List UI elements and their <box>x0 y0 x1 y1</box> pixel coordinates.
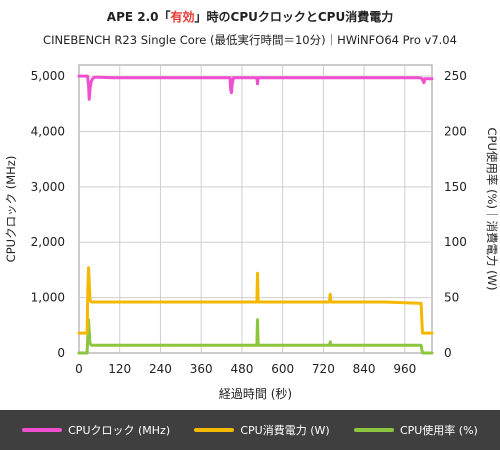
x-axis-label: 経過時間 (秒) <box>219 387 292 401</box>
axes: 0 1,000 2,000 3,000 4,000 5,000 0 50 100 150 200 25… <box>4 69 499 401</box>
grid <box>78 64 433 354</box>
legend-label-clock: CPUクロック (MHz) <box>68 424 171 437</box>
series-lines <box>77 74 434 355</box>
y-left-tick-label: 3,000 <box>31 180 65 194</box>
chart-area: APE 2.0「有効」時のCPUクロックとCPU消費電力 CINEBENCH R… <box>4 10 499 401</box>
x-tick-label: 0 <box>75 362 83 376</box>
y-right-tick-label: 50 <box>444 291 459 305</box>
legend-item-clock: CPUクロック (MHz) <box>22 422 170 438</box>
legend-label-usage: CPU使用率 (%) <box>399 424 478 437</box>
title-highlight: 有効 <box>170 10 195 24</box>
y-right-tick-label: 150 <box>444 180 467 194</box>
y-right-tick-label: 200 <box>444 124 467 138</box>
y-right-tick-label: 0 <box>444 346 452 360</box>
y-left-tick-label: 5,000 <box>31 69 65 83</box>
series-line-clock <box>77 74 434 101</box>
series-line-power <box>77 266 434 335</box>
chart-title: APE 2.0「有効」時のCPUクロックとCPU消費電力 <box>106 10 394 24</box>
legend-swatch-power <box>194 428 235 432</box>
y-right-axis-label: CPU使用率 (%)｜消費電力 (W) <box>485 128 499 291</box>
x-tick-label: 360 <box>190 362 213 376</box>
y-left-tick-label: 1,000 <box>31 291 65 305</box>
y-left-axis-label: CPUクロック (MHz) <box>4 156 18 263</box>
y-right-tick-label: 100 <box>444 235 467 249</box>
y-left-tick-label: 4,000 <box>31 124 65 138</box>
legend-swatch-usage <box>353 428 394 432</box>
y-left-tick-label: 0 <box>57 346 65 360</box>
legend-item-usage: CPU使用率 (%) <box>353 422 478 438</box>
x-tick-label: 240 <box>149 362 172 376</box>
chart-svg: 0 1,000 2,000 3,000 4,000 5,000 0 50 100 150 200 25… <box>4 64 499 401</box>
legend-label-power: CPU消費電力 (W) <box>240 424 330 437</box>
legend-item-power: CPU消費電力 (W) <box>194 422 330 438</box>
x-tick-label: 960 <box>393 362 416 376</box>
x-tick-label: 600 <box>271 362 294 376</box>
chart-subtitle: CINEBENCH R23 Single Core (最低実行時間＝10分)｜H… <box>43 33 457 47</box>
plot-frame <box>78 64 433 354</box>
x-tick-label: 120 <box>108 362 131 376</box>
x-tick-label: 720 <box>312 362 335 376</box>
x-tick-label: 840 <box>353 362 376 376</box>
series-line-usage <box>77 318 434 355</box>
y-left-tick-label: 2,000 <box>31 235 65 249</box>
x-tick-label: 480 <box>230 362 253 376</box>
y-right-tick-label: 250 <box>444 69 467 83</box>
legend-swatch-clock <box>22 428 63 432</box>
legend: CPUクロック (MHz) CPU消費電力 (W) CPU使用率 (%) <box>0 410 500 450</box>
